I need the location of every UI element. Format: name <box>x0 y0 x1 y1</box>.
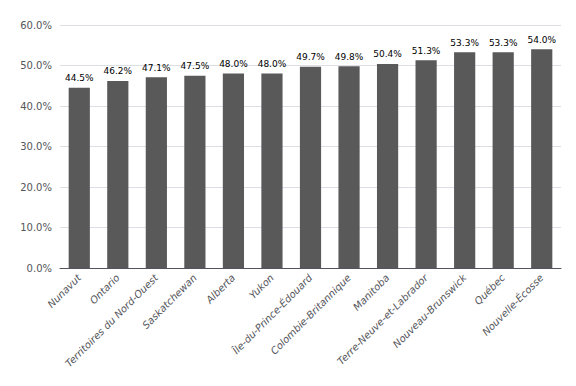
svg-text:46.2%: 46.2% <box>104 66 133 76</box>
svg-text:50.4%: 50.4% <box>373 49 402 59</box>
svg-text:Nunavut: Nunavut <box>45 271 84 310</box>
svg-text:48.0%: 48.0% <box>219 59 248 69</box>
svg-text:48.0%: 48.0% <box>258 59 287 69</box>
svg-text:60.0%: 60.0% <box>20 20 52 31</box>
svg-text:Alberta: Alberta <box>203 272 237 306</box>
svg-text:Québec: Québec <box>472 272 507 307</box>
svg-text:Terre-Neuve-et-Labrador: Terre-Neuve-et-Labrador <box>335 272 430 367</box>
svg-text:10.0%: 10.0% <box>20 222 52 233</box>
svg-text:0.0%: 0.0% <box>27 263 52 274</box>
svg-text:Nouveau-Brunswick: Nouveau-Brunswick <box>391 271 470 350</box>
svg-text:Colombie-Britannique: Colombie-Britannique <box>268 272 353 357</box>
svg-text:50.0%: 50.0% <box>20 60 52 71</box>
svg-text:20.0%: 20.0% <box>20 182 52 193</box>
svg-text:53.3%: 53.3% <box>450 38 479 48</box>
svg-text:54.0%: 54.0% <box>527 35 556 45</box>
svg-text:44.5%: 44.5% <box>65 73 94 83</box>
svg-text:Territoires du Nord-Ouest: Territoires du Nord-Ouest <box>63 272 161 370</box>
svg-text:47.5%: 47.5% <box>181 61 210 71</box>
svg-text:49.8%: 49.8% <box>335 52 364 62</box>
svg-text:Yukon: Yukon <box>247 272 276 301</box>
svg-text:47.1%: 47.1% <box>142 63 171 73</box>
svg-text:49.7%: 49.7% <box>296 52 325 62</box>
svg-text:40.0%: 40.0% <box>20 101 52 112</box>
svg-text:Ontario: Ontario <box>88 272 122 306</box>
svg-text:Manitoba: Manitoba <box>351 272 392 313</box>
svg-text:53.3%: 53.3% <box>489 38 518 48</box>
svg-text:30.0%: 30.0% <box>20 141 52 152</box>
svg-text:51.3%: 51.3% <box>412 46 441 56</box>
svg-text:Île-du-Prince-Édouard: Île-du-Prince-Édouard <box>230 271 315 356</box>
svg-text:Saskatchewan: Saskatchewan <box>140 272 199 331</box>
svg-text:Nouvelle-Écosse: Nouvelle-Écosse <box>479 271 545 337</box>
